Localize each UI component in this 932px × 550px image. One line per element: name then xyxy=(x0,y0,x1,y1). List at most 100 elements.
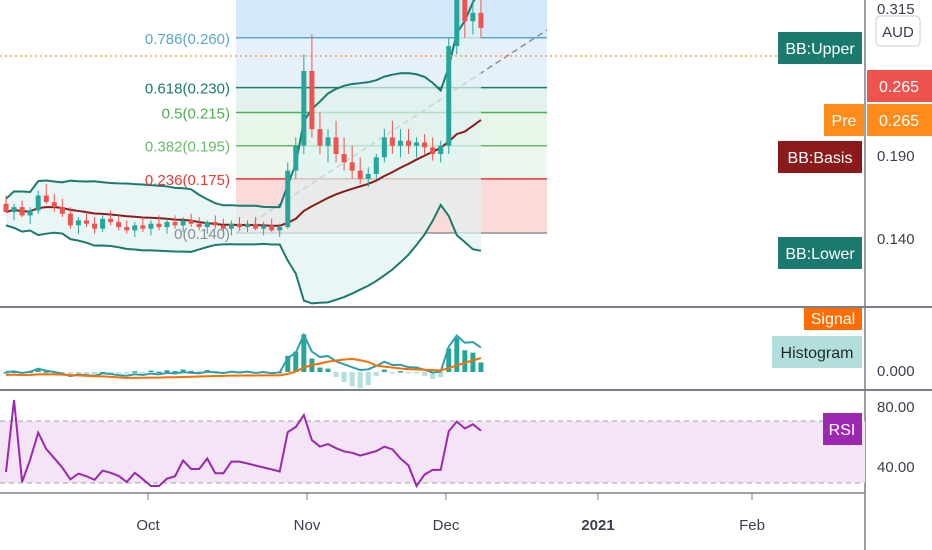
candle-body xyxy=(164,222,170,228)
bb-lower-tag-label: BB:Lower xyxy=(785,246,855,263)
candle-body xyxy=(430,147,436,154)
bb-upper-tag xyxy=(778,32,862,64)
rsi-line xyxy=(5,399,482,489)
fib-level-label: 0.786(0.260) xyxy=(145,31,230,48)
macd-histogram-bar xyxy=(132,371,138,373)
rsi-tag-label: RSI xyxy=(829,422,856,439)
candle-body xyxy=(277,227,283,231)
macd-histogram-bar xyxy=(108,372,114,374)
macd-histogram-bar xyxy=(140,372,146,374)
candle-body xyxy=(389,137,395,146)
rsi-tick-40: 40.00 xyxy=(877,459,915,476)
y-tick-0190: 0.190 xyxy=(877,148,915,165)
candle-body xyxy=(341,154,347,163)
candle-body xyxy=(462,0,468,22)
macd-histogram-bar xyxy=(349,372,355,387)
macd-histogram-bar xyxy=(446,348,452,372)
macd-histogram-bar xyxy=(341,372,347,382)
candle-body xyxy=(406,140,411,146)
macd-histogram-bar xyxy=(470,352,476,372)
macd-histogram-bar xyxy=(333,372,339,377)
bollinger-lower-line xyxy=(5,203,482,305)
candle-body xyxy=(253,223,259,229)
candle-body xyxy=(27,210,33,216)
candle-body xyxy=(188,220,194,224)
macd-histogram-bar xyxy=(438,372,444,378)
macd-histogram-bar xyxy=(406,372,411,374)
fib-level-label: 0(0.140) xyxy=(174,226,230,243)
last-price-value: 0.265 xyxy=(879,79,919,96)
macd-histogram-bar xyxy=(188,370,194,373)
pre-tag-label: Pre xyxy=(832,113,857,130)
x-tick-oct: Oct xyxy=(136,517,160,534)
candle-body xyxy=(228,223,234,229)
macd-histogram-bar xyxy=(116,372,122,374)
rsi-tick-80: 80.00 xyxy=(877,399,915,416)
candle-body xyxy=(446,46,452,146)
macd-histogram-bar xyxy=(430,372,436,379)
macd-histogram-bar xyxy=(397,371,403,373)
candle-body xyxy=(67,213,73,226)
macd-histogram-bar xyxy=(172,371,178,373)
bb-basis-tag-label: BB:Basis xyxy=(788,150,853,167)
last-price-tag xyxy=(867,70,932,102)
candle-body xyxy=(245,223,250,228)
y-tick-0140: 0.140 xyxy=(877,231,915,248)
candle-body xyxy=(220,225,226,229)
macd-histogram-bar xyxy=(389,372,395,374)
macd-histogram-bar xyxy=(3,372,9,374)
candle-body xyxy=(156,223,162,228)
time-axis-ticks xyxy=(147,493,753,500)
candle-body xyxy=(365,173,371,179)
signal-tag xyxy=(804,308,862,330)
candle-body xyxy=(293,145,299,171)
candle-body xyxy=(75,220,81,226)
macd-histogram xyxy=(3,334,484,389)
candle-body xyxy=(212,222,218,226)
candle-body xyxy=(116,222,122,228)
fib-labels: 1(0.290)0.786(0.260)0.618(0.230)0.5(0.21… xyxy=(145,31,230,243)
candle-body xyxy=(180,220,186,226)
candle-body xyxy=(470,12,476,22)
candle-body xyxy=(204,222,210,228)
pre-price-tag xyxy=(867,104,932,136)
macd-histogram-bar xyxy=(84,372,89,375)
candle-body xyxy=(148,223,154,229)
bb-basis-tag xyxy=(778,141,862,173)
candle-body xyxy=(285,170,291,228)
candle-body xyxy=(454,0,460,47)
candle-body xyxy=(301,71,307,146)
x-tick-2021: 2021 xyxy=(581,517,614,534)
candle-body xyxy=(397,140,403,146)
candle-body xyxy=(11,207,17,213)
macd-histogram-bar xyxy=(373,372,379,377)
macd-signal-line xyxy=(5,357,482,379)
macd-histogram-bar xyxy=(414,372,420,374)
signal-tag-label: Signal xyxy=(811,311,855,328)
candle-body xyxy=(3,203,9,213)
macd-histogram-bar xyxy=(317,367,323,372)
candle-body xyxy=(325,137,331,146)
bb-upper-tag-label: BB:Upper xyxy=(785,41,855,58)
macd-histogram-bar xyxy=(293,351,299,372)
candle-body xyxy=(373,157,379,174)
bollinger-upper-line xyxy=(5,0,476,209)
candle-body xyxy=(140,225,146,229)
y-tick-0315: 0.315 xyxy=(877,1,915,18)
macd-histogram-bar xyxy=(92,372,98,376)
candle-body xyxy=(59,207,65,214)
macd-histogram-bar xyxy=(365,372,371,386)
pre-price-value: 0.265 xyxy=(879,113,919,130)
x-tick-feb: Feb xyxy=(739,517,765,534)
macd-histogram-bar xyxy=(422,372,428,376)
candle-body xyxy=(333,137,339,154)
macd-histogram-bar xyxy=(357,372,363,389)
bollinger-basis-line xyxy=(5,119,482,227)
currency-badge[interactable] xyxy=(875,15,921,47)
candle-body xyxy=(236,223,242,228)
macd-histogram-bar xyxy=(454,337,460,372)
candle-body xyxy=(381,137,387,158)
price-candles xyxy=(3,0,484,237)
macd-histogram-bar xyxy=(124,372,130,374)
